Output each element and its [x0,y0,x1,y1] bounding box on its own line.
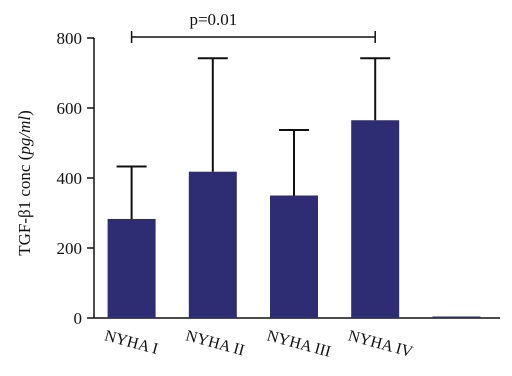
y-axis-label: TGF-β1 conc (pg/ml) [15,110,34,256]
y-axis-label-unit: pg/ml [15,116,34,156]
x-tick-label: NYHA I [103,327,160,358]
bar [188,171,237,318]
bars [107,120,481,318]
y-axis-label-main: TGF-β1 conc ( [15,154,34,256]
p-value-label: p=0.01 [189,10,237,29]
bar [107,218,156,318]
category-labels: NYHA I NYHA II NYHA III NYHA IV [103,327,415,361]
bar [270,195,318,318]
y-axis: 0 200 400 600 800 [57,29,95,328]
y-axis-label-close: ) [15,110,34,116]
x-tick-label: NYHA IV [346,327,415,361]
x-tick-label: NYHA II [184,327,246,359]
y-tick-label: 200 [57,239,83,258]
y-tick-label: 400 [57,169,83,188]
y-tick-label: 600 [57,99,83,118]
x-tick-label: NYHA III [265,327,333,360]
bar [351,120,400,318]
error-bars [116,57,391,219]
significance-annotation: p=0.01 [130,10,376,43]
y-tick-label: 800 [57,29,83,48]
bar [432,316,481,318]
y-tick-label: 0 [74,309,83,328]
